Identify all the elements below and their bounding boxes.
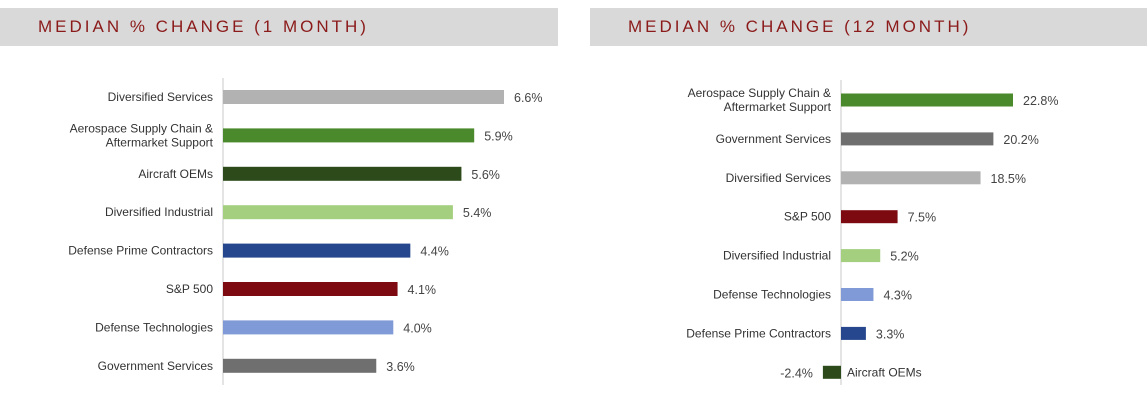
value-label-diversified-services: 6.6% bbox=[514, 91, 543, 105]
category-label-diversified-industrial: Diversified Industrial bbox=[723, 249, 831, 263]
category-label-defense-technologies: Defense Technologies bbox=[713, 288, 831, 302]
bar-sandp-500 bbox=[223, 282, 398, 296]
category-label-defense-technologies: Defense Technologies bbox=[95, 320, 213, 334]
value-label-aircraft-oems: 5.6% bbox=[471, 168, 500, 182]
bar-defense-prime-contractors bbox=[841, 326, 866, 340]
category-label-aerospace-supply-chain-and-aftermarket-support: Aerospace Supply Chain & Aftermarket Supp… bbox=[70, 121, 214, 149]
category-label-diversified-industrial: Diversified Industrial bbox=[105, 205, 213, 219]
category-label-government-services: Government Services bbox=[98, 359, 213, 373]
bar-defense-technologies bbox=[841, 288, 874, 301]
value-label-defense-technologies: 4.0% bbox=[403, 321, 432, 335]
bar-diversified-industrial bbox=[841, 249, 881, 263]
chart-header-12-month: MEDIAN % CHANGE (12 MONTH) bbox=[590, 8, 1147, 46]
category-label-diversified-services: Diversified Services bbox=[108, 90, 213, 104]
chart-title-1-month: MEDIAN % CHANGE (1 MONTH) bbox=[38, 17, 369, 36]
value-label-defense-technologies: 4.3% bbox=[883, 289, 912, 303]
value-label-diversified-services: 18.5% bbox=[991, 172, 1026, 186]
category-label-aircraft-oems: Aircraft OEMs bbox=[138, 167, 213, 181]
value-label-diversified-industrial: 5.2% bbox=[890, 250, 919, 264]
bar-government-services bbox=[841, 132, 994, 146]
chart-title-12-month: MEDIAN % CHANGE (12 MONTH) bbox=[628, 17, 972, 36]
bar-diversified-services bbox=[223, 90, 504, 104]
category-label-sandp-500: S&P 500 bbox=[784, 210, 831, 224]
value-label-government-services: 3.6% bbox=[386, 360, 415, 374]
chart-panel-1-month: MEDIAN % CHANGE (1 MONTH) Diversified Se… bbox=[0, 0, 558, 405]
value-label-government-services: 20.2% bbox=[1003, 133, 1038, 147]
bar-aircraft-oems bbox=[223, 166, 462, 181]
bar-defense-prime-contractors bbox=[223, 243, 411, 258]
bar-chart-1-month: Diversified Services 6.6% Aerospace Supply… bbox=[68, 78, 543, 385]
category-label-aerospace-supply-chain-and-aftermarket-support: Aerospace Supply Chain & Aftermarket Supp… bbox=[688, 86, 832, 114]
value-label-diversified-industrial: 5.4% bbox=[463, 206, 492, 220]
chart-panel-12-month: MEDIAN % CHANGE (12 MONTH) Aerospace Sup… bbox=[590, 0, 1147, 405]
value-label-sandp-500: 7.5% bbox=[908, 211, 937, 225]
value-label-defense-prime-contractors: 3.3% bbox=[876, 327, 905, 341]
value-label-aerospace-supply-chain-and-aftermarket-support: 5.9% bbox=[484, 129, 513, 143]
chart-header-1-month: MEDIAN % CHANGE (1 MONTH) bbox=[0, 8, 558, 46]
value-label-defense-prime-contractors: 4.4% bbox=[420, 245, 449, 259]
bar-aerospace-supply-chain-and-aftermarket-support bbox=[841, 93, 1013, 107]
value-label-aircraft-oems: -2.4% bbox=[780, 366, 813, 380]
bar-sandp-500 bbox=[841, 210, 898, 224]
category-label-government-services: Government Services bbox=[716, 132, 831, 146]
value-label-sandp-500: 4.1% bbox=[408, 283, 437, 297]
category-label-diversified-services: Diversified Services bbox=[726, 171, 831, 185]
category-label-sandp-500: S&P 500 bbox=[166, 282, 213, 296]
bar-defense-technologies bbox=[223, 320, 394, 335]
bar-aerospace-supply-chain-and-aftermarket-support bbox=[223, 128, 475, 143]
value-label-aerospace-supply-chain-and-aftermarket-support: 22.8% bbox=[1023, 94, 1058, 108]
category-label-aircraft-oems: Aircraft OEMs bbox=[847, 365, 922, 379]
category-label-defense-prime-contractors: Defense Prime Contractors bbox=[68, 244, 213, 258]
bar-diversified-services bbox=[841, 171, 981, 185]
bar-government-services bbox=[223, 358, 377, 373]
bar-diversified-industrial bbox=[223, 205, 453, 220]
bar-aircraft-oems bbox=[822, 365, 841, 379]
category-label-defense-prime-contractors: Defense Prime Contractors bbox=[686, 326, 831, 340]
bar-chart-12-month: Aerospace Supply Chain & Aftermarket Supp… bbox=[686, 80, 1058, 385]
